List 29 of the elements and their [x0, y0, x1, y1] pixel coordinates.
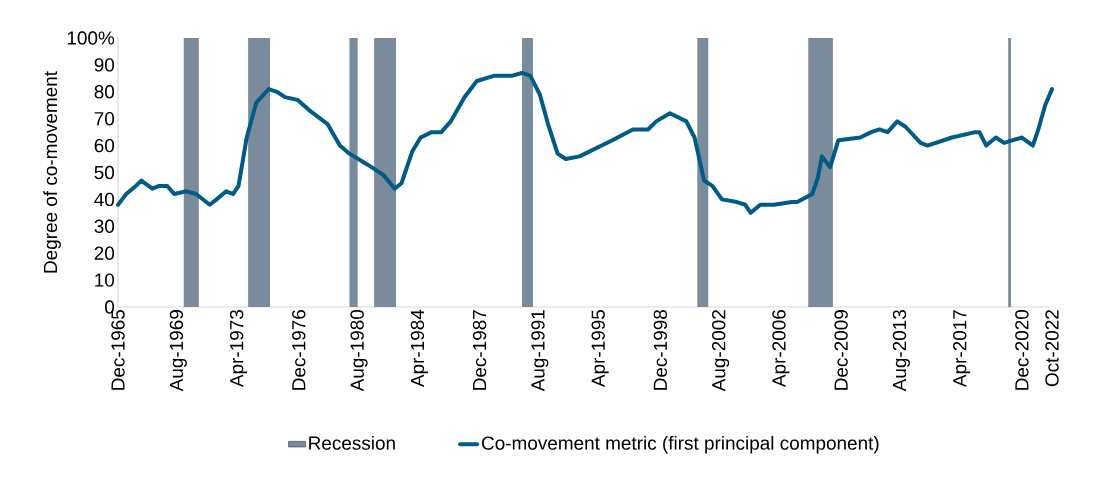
y-tick-label: 70	[94, 111, 115, 126]
x-tick-label: Aug-1991	[531, 310, 549, 392]
x-tick-label: Apr-1984	[410, 309, 428, 388]
x-tick-label: Aug-1969	[169, 310, 187, 392]
y-tick-label: 30	[94, 219, 115, 233]
x-tick-label: Dec-1998	[653, 310, 668, 390]
x-tick-label: Dec-1976	[292, 310, 306, 390]
x-tick-label: Aug-2002	[712, 310, 730, 392]
y-tick-label: 100%	[67, 31, 115, 45]
x-tick-label: Apr-2017	[953, 310, 971, 388]
x-tick-label: Dec-1987	[472, 310, 487, 390]
x-tick-label: Apr-1973	[229, 310, 248, 388]
y-tick-label: 20	[94, 246, 115, 260]
y-tick-label: 50	[94, 165, 115, 180]
y-tick-label: 10	[95, 273, 115, 287]
x-tick-label: Apr-2006	[772, 310, 790, 388]
x-tick-label: Apr-1995	[591, 310, 609, 388]
y-tick-label: 90	[94, 58, 115, 72]
x-tick-label: Aug-2013	[892, 310, 910, 392]
y-axis-title: Degree of co-movement	[43, 71, 61, 273]
y-tick-label: 60	[94, 138, 115, 153]
y-tick-label: 40	[94, 192, 115, 207]
x-tick-label: Oct-2022	[1045, 310, 1059, 387]
x-tick-label: Dec-2009	[834, 310, 848, 390]
x-tick-label: Aug-1980	[350, 309, 368, 392]
x-tick-label: Dec-2020	[1015, 309, 1029, 390]
legend-label: Co-movement metric (first principal component)	[482, 435, 879, 454]
y-tick-label: 80	[94, 85, 115, 99]
legend-label: Recession	[309, 435, 395, 450]
